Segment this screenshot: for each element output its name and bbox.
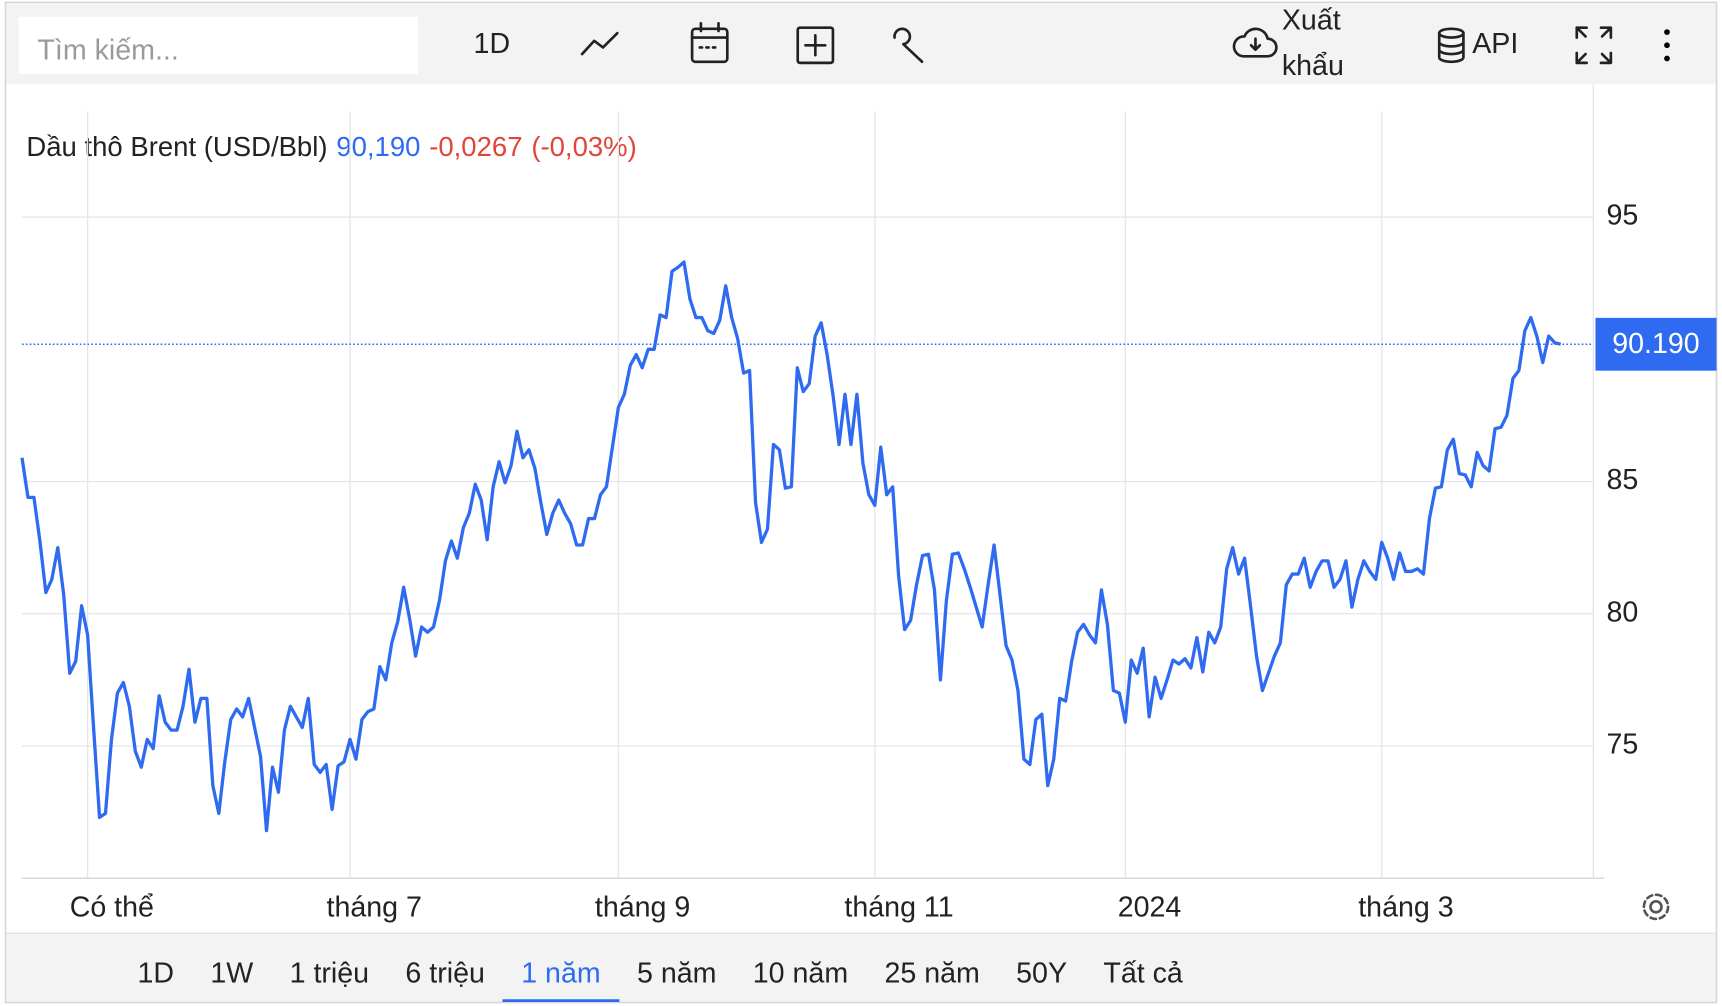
range-button[interactable]: 1W [210, 958, 253, 990]
price-tag-label: 90.190 [1612, 328, 1699, 360]
range-button[interactable]: 1 triệu [290, 958, 369, 990]
range-button[interactable]: 1D [138, 958, 175, 990]
tools-icon[interactable] [893, 27, 924, 64]
range-button[interactable]: 5 năm [637, 958, 716, 990]
add-icon[interactable] [796, 26, 835, 65]
price-change: -0,0267 [429, 131, 522, 162]
settings-icon[interactable] [1642, 893, 1670, 921]
last-price: 90,190 [336, 131, 420, 162]
x-tick-label: Có thể [70, 892, 154, 924]
y-tick-label: 95 [1606, 200, 1638, 232]
price-line [20, 260, 1562, 833]
range-button[interactable]: Tất cả [1103, 958, 1183, 990]
export-label[interactable]: khẩu [1282, 50, 1344, 82]
price-tag [1595, 317, 1717, 371]
price-change-pct: (-0,03%) [531, 131, 636, 162]
active-underline [502, 999, 620, 1002]
range-bar [6, 933, 1716, 1002]
range-button[interactable]: 1 năm [521, 958, 600, 990]
more-icon[interactable] [1664, 29, 1670, 62]
api-label[interactable]: API [1472, 28, 1518, 60]
y-tick-label: 75 [1606, 729, 1638, 761]
range-button[interactable]: 25 năm [884, 958, 979, 990]
search-placeholder: Tìm kiếm... [37, 34, 178, 66]
search-box[interactable] [18, 16, 419, 74]
range-button[interactable]: 50Y [1016, 958, 1067, 990]
x-tick-label: tháng 9 [595, 892, 690, 924]
y-tick-label: 85 [1606, 464, 1638, 496]
x-tick-label: tháng 7 [327, 892, 422, 924]
export-label[interactable]: Xuất [1282, 5, 1341, 37]
line-icon[interactable] [580, 31, 619, 56]
interval-button[interactable]: 1D [474, 28, 511, 60]
x-tick-label: tháng 11 [844, 892, 953, 924]
api-icon[interactable] [1437, 27, 1465, 64]
x-tick-label: tháng 3 [1358, 892, 1453, 924]
x-tick-label: 2024 [1118, 892, 1182, 924]
chart-title: Dầu thô Brent (USD/Bbl) [26, 131, 327, 162]
range-button[interactable]: 10 năm [753, 958, 848, 990]
calendar-icon[interactable] [690, 21, 729, 64]
range-button[interactable]: 6 triệu [405, 958, 484, 990]
fullscreen-icon[interactable] [1575, 26, 1613, 65]
export-icon[interactable] [1232, 27, 1278, 58]
y-tick-label: 80 [1606, 596, 1638, 628]
